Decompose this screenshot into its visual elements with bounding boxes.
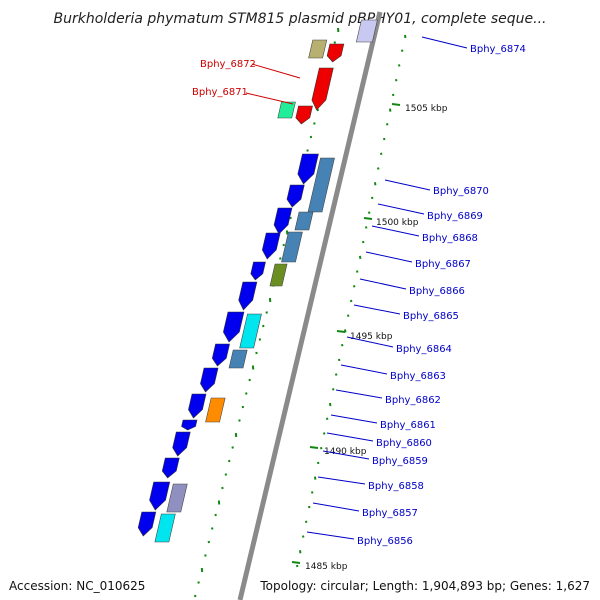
topology-text: Topology: circular; Length: 1,904,893 bp… [260, 579, 590, 593]
gene-block [154, 513, 176, 543]
leader-line [340, 364, 388, 375]
gene-arrow [200, 367, 219, 393]
gene-arrow [181, 419, 198, 431]
gene-arrow [161, 457, 180, 479]
gene-label-forward: Bphy_6869 [427, 211, 483, 222]
gene-arrow [273, 207, 293, 235]
map-title: Burkholderia phymatum STM815 plasmid pBP… [54, 11, 547, 27]
position-tick [309, 446, 319, 449]
position-tick [363, 217, 373, 220]
genome-backbone [237, 11, 383, 600]
leader-line [384, 179, 431, 191]
gene-label-forward: Bphy_6858 [368, 481, 424, 492]
leader-line [335, 389, 383, 399]
leader-line [330, 414, 378, 424]
leader-line [322, 450, 370, 460]
gene-label-forward: Bphy_6862 [385, 395, 441, 406]
leader-line [306, 531, 355, 540]
gene-label-forward: Bphy_6861 [380, 420, 436, 431]
gene-arrow [250, 261, 266, 281]
accession-text: Accession: NC_010625 [9, 579, 146, 593]
gene-label-forward: Bphy_6856 [357, 536, 413, 547]
leader-line [317, 476, 366, 485]
leader-line [251, 63, 301, 79]
gene-block [281, 231, 303, 263]
gene-block [239, 313, 262, 349]
leader-line [359, 278, 407, 290]
gene-features [137, 19, 378, 543]
gene-labels: Bphy_6872 Bphy_6871 Bphy_6874 Bphy_6870 Bphy… [192, 36, 526, 547]
leader-line [421, 36, 468, 49]
gene-arrow [223, 311, 245, 343]
gene-arrow [297, 153, 319, 185]
gene-arrow [211, 343, 230, 367]
gene-block [166, 483, 188, 513]
gene-label-forward: Bphy_6866 [409, 286, 465, 297]
gene-block [355, 19, 378, 43]
leader-line [371, 225, 420, 237]
gene-label-forward: Bphy_6865 [403, 311, 459, 322]
gene-arrow [238, 281, 258, 311]
gene-arrow [261, 232, 281, 260]
leader-line [377, 203, 425, 215]
gene-block [205, 397, 226, 423]
gene-label-forward: Bphy_6860 [376, 438, 432, 449]
position-marker-label: 1485 kbp [305, 562, 348, 572]
gene-block [277, 101, 296, 119]
gene-label-forward: Bphy_6874 [470, 44, 526, 55]
gene-label-reverse: Bphy_6871 [192, 87, 248, 98]
leader-line [312, 502, 360, 512]
gene-label-forward: Bphy_6870 [433, 186, 489, 197]
gene-label-forward: Bphy_6867 [415, 259, 471, 270]
position-tick [391, 103, 401, 106]
gene-label-forward: Bphy_6864 [396, 344, 452, 355]
leader-line [353, 304, 401, 315]
position-tick [336, 330, 346, 333]
leader-line [346, 336, 394, 348]
gene-arrow [326, 43, 345, 63]
gene-block [307, 157, 335, 213]
gene-block [228, 349, 248, 369]
gene-arrow [295, 105, 313, 125]
position-markers: 1505 kbp 1500 kbp 1495 kbp 1490 kbp 1485 kbp [291, 103, 448, 572]
position-marker-label: 1500 kbp [376, 218, 419, 228]
gene-block [308, 39, 328, 59]
position-tick [291, 561, 301, 564]
leader-line [245, 92, 294, 105]
position-marker-label: 1495 kbp [350, 332, 393, 342]
gene-arrow [137, 511, 157, 537]
gene-label-forward: Bphy_6857 [362, 508, 418, 519]
position-marker-label: 1505 kbp [405, 104, 448, 114]
gene-label-forward: Bphy_6859 [372, 456, 428, 467]
leader-line [326, 432, 374, 442]
gene-arrow [311, 67, 334, 111]
gene-arrow [188, 393, 207, 419]
position-marker-label: 1490 kbp [324, 447, 367, 457]
gene-label-forward: Bphy_6868 [422, 233, 478, 244]
gene-arrow [172, 431, 191, 457]
gene-arrow [149, 481, 171, 511]
gene-block [269, 263, 288, 287]
leader-line [365, 251, 413, 263]
gene-label-forward: Bphy_6863 [390, 371, 446, 382]
gene-block [294, 211, 314, 231]
gene-arrow [286, 184, 305, 208]
gene-label-reverse: Bphy_6872 [200, 59, 256, 70]
